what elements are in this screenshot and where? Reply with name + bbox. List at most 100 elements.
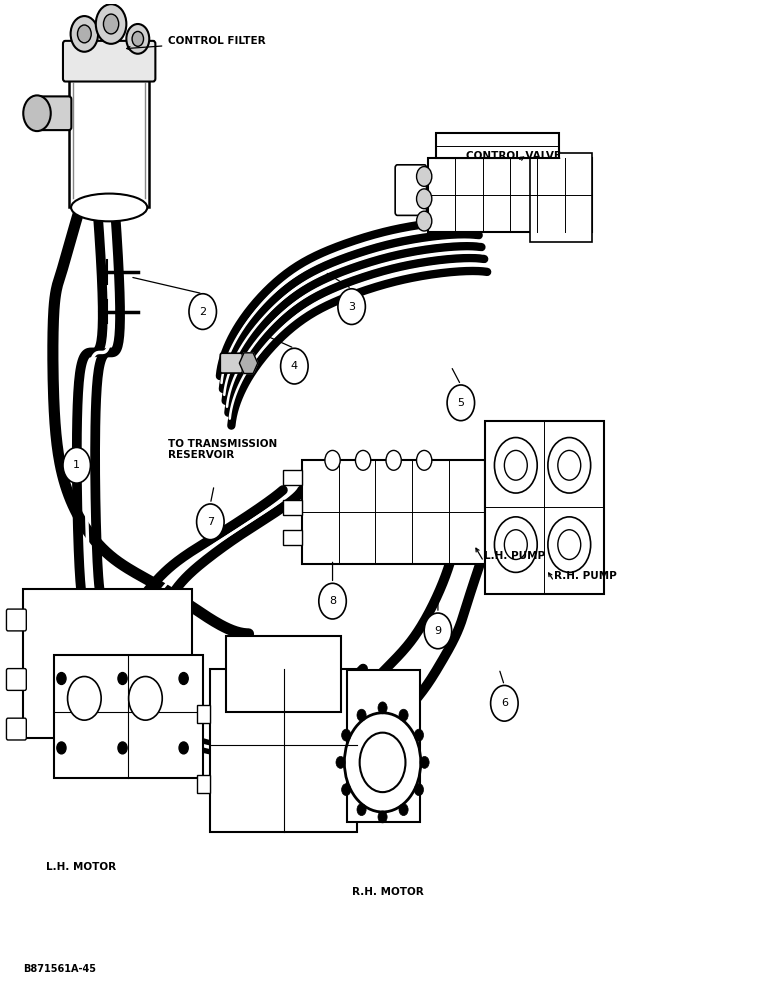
Circle shape	[357, 709, 366, 721]
Text: L.H. PUMP: L.H. PUMP	[484, 551, 545, 561]
Circle shape	[378, 702, 387, 714]
Circle shape	[341, 729, 350, 741]
Circle shape	[494, 438, 537, 493]
Text: 7: 7	[207, 517, 214, 527]
Text: R.H. PUMP: R.H. PUMP	[554, 571, 617, 581]
Circle shape	[386, 450, 401, 470]
Circle shape	[280, 348, 308, 384]
Bar	[283, 530, 302, 545]
Circle shape	[360, 733, 405, 792]
Circle shape	[118, 742, 127, 754]
Circle shape	[399, 709, 408, 721]
Circle shape	[325, 450, 340, 470]
Polygon shape	[244, 363, 253, 373]
Text: 1: 1	[73, 460, 80, 470]
Polygon shape	[249, 363, 258, 373]
Circle shape	[558, 450, 581, 480]
Bar	[197, 705, 210, 723]
Polygon shape	[244, 353, 253, 363]
Text: CONTROL FILTER: CONTROL FILTER	[168, 36, 266, 46]
Bar	[530, 153, 592, 242]
Bar	[225, 636, 341, 712]
Polygon shape	[249, 353, 258, 363]
Circle shape	[118, 673, 127, 684]
Polygon shape	[239, 363, 249, 373]
Circle shape	[504, 450, 527, 480]
FancyBboxPatch shape	[395, 165, 426, 215]
Circle shape	[548, 517, 591, 572]
Circle shape	[504, 530, 527, 560]
Circle shape	[336, 756, 345, 768]
Text: 8: 8	[329, 596, 336, 606]
Circle shape	[103, 14, 119, 34]
Circle shape	[68, 677, 101, 720]
Bar	[347, 670, 421, 822]
FancyBboxPatch shape	[63, 41, 155, 82]
Bar	[486, 421, 604, 594]
FancyBboxPatch shape	[220, 353, 242, 373]
Circle shape	[417, 167, 432, 186]
Circle shape	[415, 784, 424, 796]
Circle shape	[96, 4, 127, 44]
Circle shape	[132, 31, 144, 46]
Circle shape	[57, 742, 66, 754]
Text: 5: 5	[457, 398, 464, 408]
Text: TO TRANSMISSION
RESERVOIR: TO TRANSMISSION RESERVOIR	[168, 439, 278, 460]
Circle shape	[197, 504, 224, 540]
FancyBboxPatch shape	[35, 96, 71, 130]
Text: 4: 4	[291, 361, 298, 371]
Text: 9: 9	[435, 626, 442, 636]
Bar	[302, 460, 486, 564]
Circle shape	[179, 673, 188, 684]
Circle shape	[417, 450, 432, 470]
Circle shape	[417, 189, 432, 209]
Bar	[428, 158, 592, 232]
Bar	[435, 133, 559, 158]
Circle shape	[494, 517, 537, 572]
Circle shape	[548, 438, 591, 493]
Bar	[283, 470, 302, 485]
Ellipse shape	[71, 194, 147, 221]
Text: CONTROL VALVE: CONTROL VALVE	[466, 151, 561, 161]
FancyBboxPatch shape	[69, 74, 149, 207]
Polygon shape	[239, 353, 249, 363]
Circle shape	[319, 583, 347, 619]
Circle shape	[179, 742, 188, 754]
Text: 2: 2	[199, 307, 206, 317]
Circle shape	[129, 677, 162, 720]
Circle shape	[424, 613, 452, 649]
Circle shape	[491, 685, 518, 721]
Circle shape	[338, 289, 365, 324]
FancyBboxPatch shape	[6, 609, 26, 631]
Circle shape	[57, 673, 66, 684]
Circle shape	[355, 450, 371, 470]
Circle shape	[378, 811, 387, 823]
Text: L.H. MOTOR: L.H. MOTOR	[46, 862, 117, 872]
Circle shape	[63, 447, 90, 483]
Text: R.H. MOTOR: R.H. MOTOR	[351, 887, 423, 897]
Text: B871561A-45: B871561A-45	[23, 964, 96, 974]
Bar	[54, 655, 203, 778]
Circle shape	[447, 385, 475, 421]
Circle shape	[341, 784, 350, 796]
Circle shape	[417, 211, 432, 231]
Bar	[210, 669, 357, 832]
Circle shape	[77, 25, 91, 43]
Circle shape	[127, 24, 149, 54]
FancyBboxPatch shape	[6, 669, 26, 690]
Text: 3: 3	[348, 302, 355, 312]
Circle shape	[558, 530, 581, 560]
Circle shape	[415, 729, 424, 741]
FancyBboxPatch shape	[6, 718, 26, 740]
Circle shape	[23, 95, 51, 131]
Bar	[283, 500, 302, 515]
Bar	[197, 775, 210, 793]
Circle shape	[357, 804, 366, 816]
Text: 6: 6	[501, 698, 508, 708]
Circle shape	[189, 294, 216, 329]
Circle shape	[399, 804, 408, 816]
Circle shape	[344, 713, 421, 812]
Circle shape	[70, 16, 98, 52]
Bar	[23, 589, 192, 738]
Circle shape	[420, 756, 429, 768]
